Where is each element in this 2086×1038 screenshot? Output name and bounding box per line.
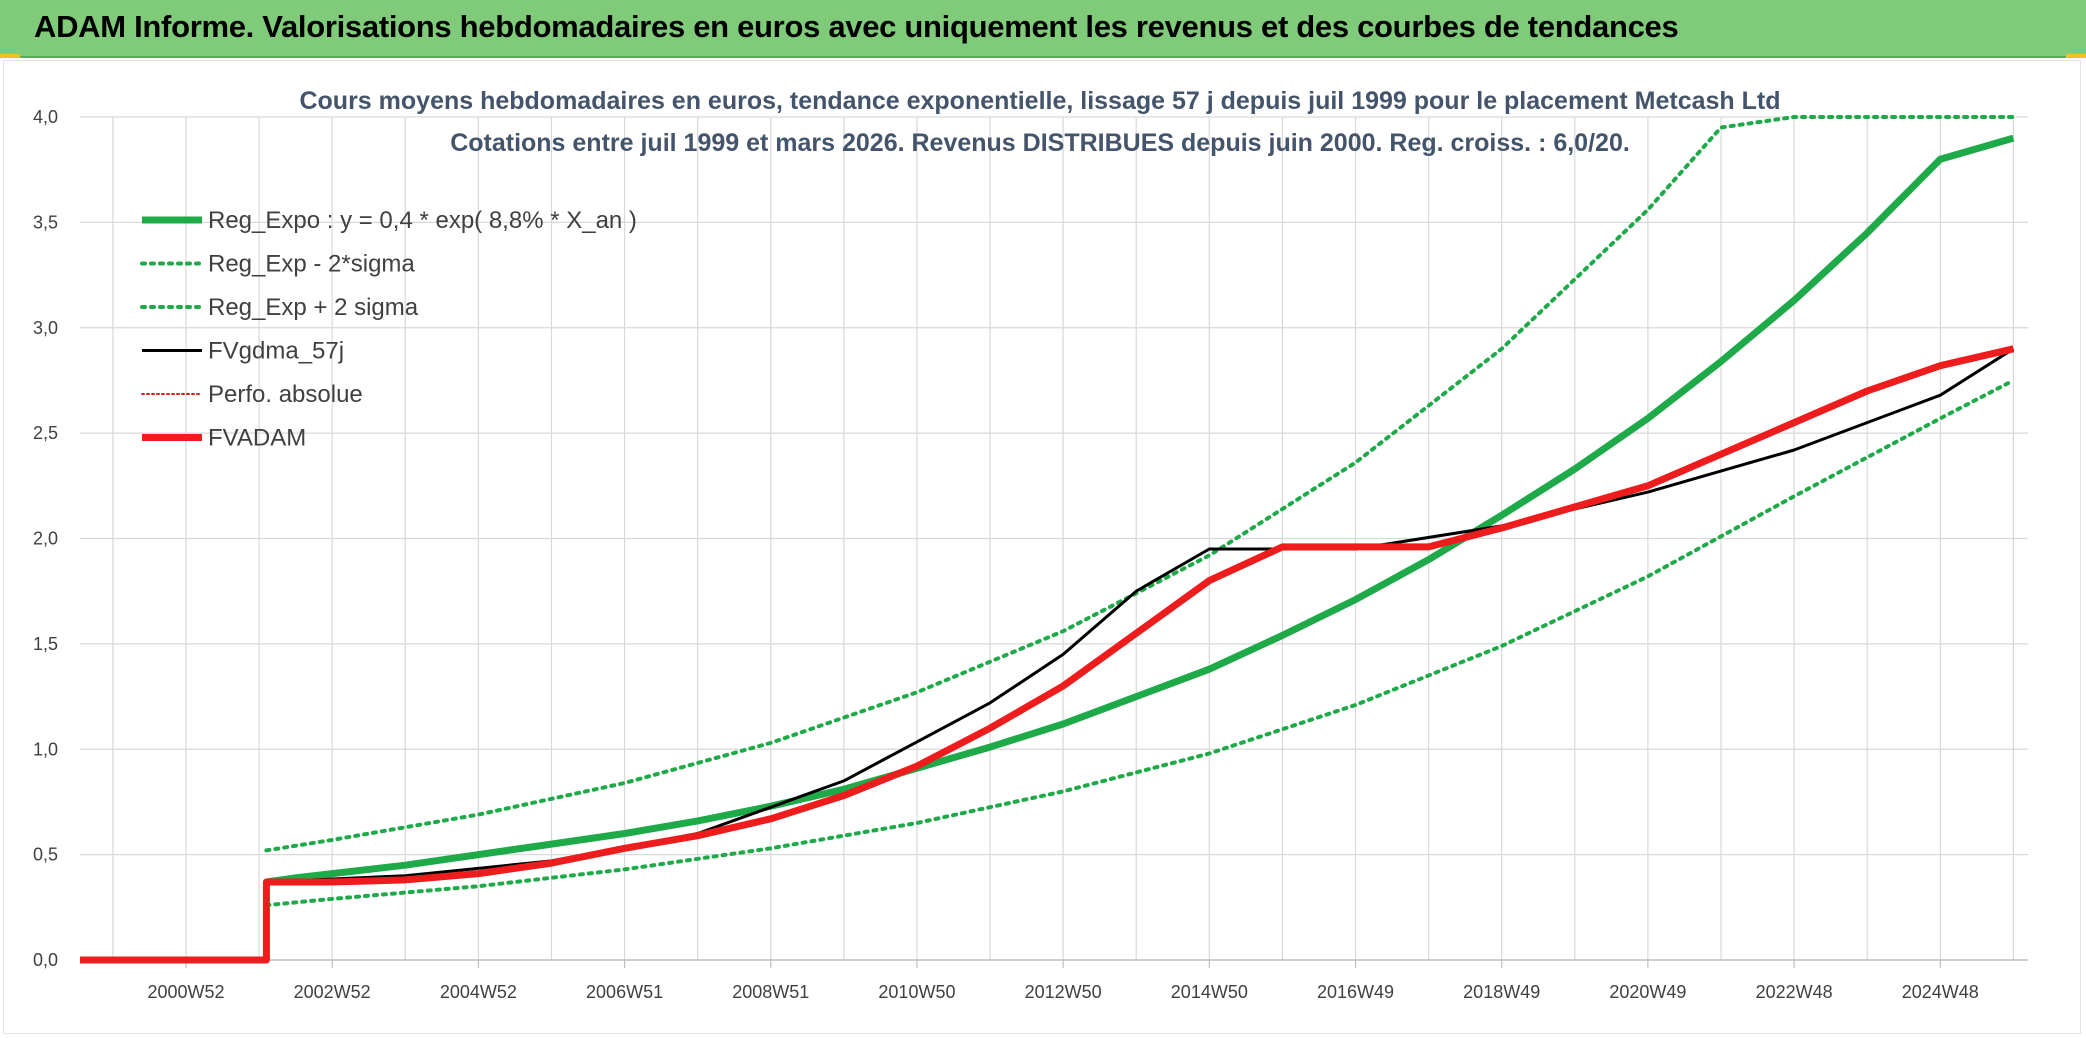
y-tick-label: 2,5 [33, 423, 58, 443]
y-tick-label: 1,5 [33, 634, 58, 654]
y-tick-label: 0,0 [33, 950, 58, 970]
y-tick-labels: 0,0 0,5 1,0 1,5 2,0 2,5 3,0 3,5 4,0 [33, 107, 58, 970]
chart-title-line-1: Cours moyens hebdomadaires en euros, ten… [299, 87, 1780, 115]
y-tick-label: 3,5 [33, 212, 58, 232]
series-lines [80, 115, 2016, 964]
legend-label: FVgdma_57j [208, 338, 344, 365]
report-banner: ADAM Informe. Valorisations hebdomadaire… [0, 0, 2086, 58]
series-reg-exp-2-sigma [264, 378, 2016, 908]
x-tick-label: 2010W50 [878, 982, 955, 1002]
chart-frame [3, 60, 2081, 1034]
legend-label: Perfo. absolue [208, 381, 363, 408]
x-tick-label: 2008W51 [732, 982, 809, 1002]
legend-label: Reg_Exp + 2 sigma [208, 294, 419, 321]
x-tick-label: 2006W51 [586, 982, 663, 1002]
x-tick-label: 2012W50 [1025, 982, 1102, 1002]
legend-label: Reg_Expo : y = 0,4 * exp( 8,8% * X_an ) [208, 207, 637, 234]
banner-title: ADAM Informe. Valorisations hebdomadaire… [34, 9, 1679, 44]
chart-title-line-2: Cotations entre juil 1999 et mars 2026. … [450, 129, 1630, 157]
legend-label: Reg_Exp - 2*sigma [208, 251, 415, 278]
x-tick-label: 2004W52 [440, 982, 517, 1002]
series-fvadam [80, 345, 2015, 964]
y-tick-label: 0,5 [33, 845, 58, 865]
corner-mark-right [2066, 54, 2086, 58]
series-reg-exp-2-sigma [264, 115, 2016, 853]
x-tick-label: 2018W49 [1463, 982, 1540, 1002]
y-tick-label: 1,0 [33, 739, 58, 759]
y-tick-label: 3,0 [33, 318, 58, 338]
x-tick-labels: 2000W52 2002W52 2004W52 2006W51 2008W51 2010W… [147, 960, 1979, 1002]
x-tick-label: 2000W52 [147, 982, 224, 1002]
y-tick-label: 4,0 [33, 107, 58, 127]
corner-mark-left [0, 54, 20, 58]
x-tick-label: 2014W50 [1171, 982, 1248, 1002]
x-tick-label: 2016W49 [1317, 982, 1394, 1002]
series-reg-expo-y-0-4-exp-8-8-x-an [265, 134, 2015, 886]
x-tick-label: 2022W48 [1756, 982, 1833, 1002]
x-tick-label: 2024W48 [1902, 982, 1979, 1002]
legend-label: FVADAM [208, 425, 306, 452]
x-tick-label: 2002W52 [294, 982, 371, 1002]
x-tick-label: 2020W49 [1609, 982, 1686, 1002]
legend: Reg_Expo : y = 0,4 * exp( 8,8% * X_an ) R… [140, 207, 637, 452]
y-tick-label: 2,0 [33, 529, 58, 549]
